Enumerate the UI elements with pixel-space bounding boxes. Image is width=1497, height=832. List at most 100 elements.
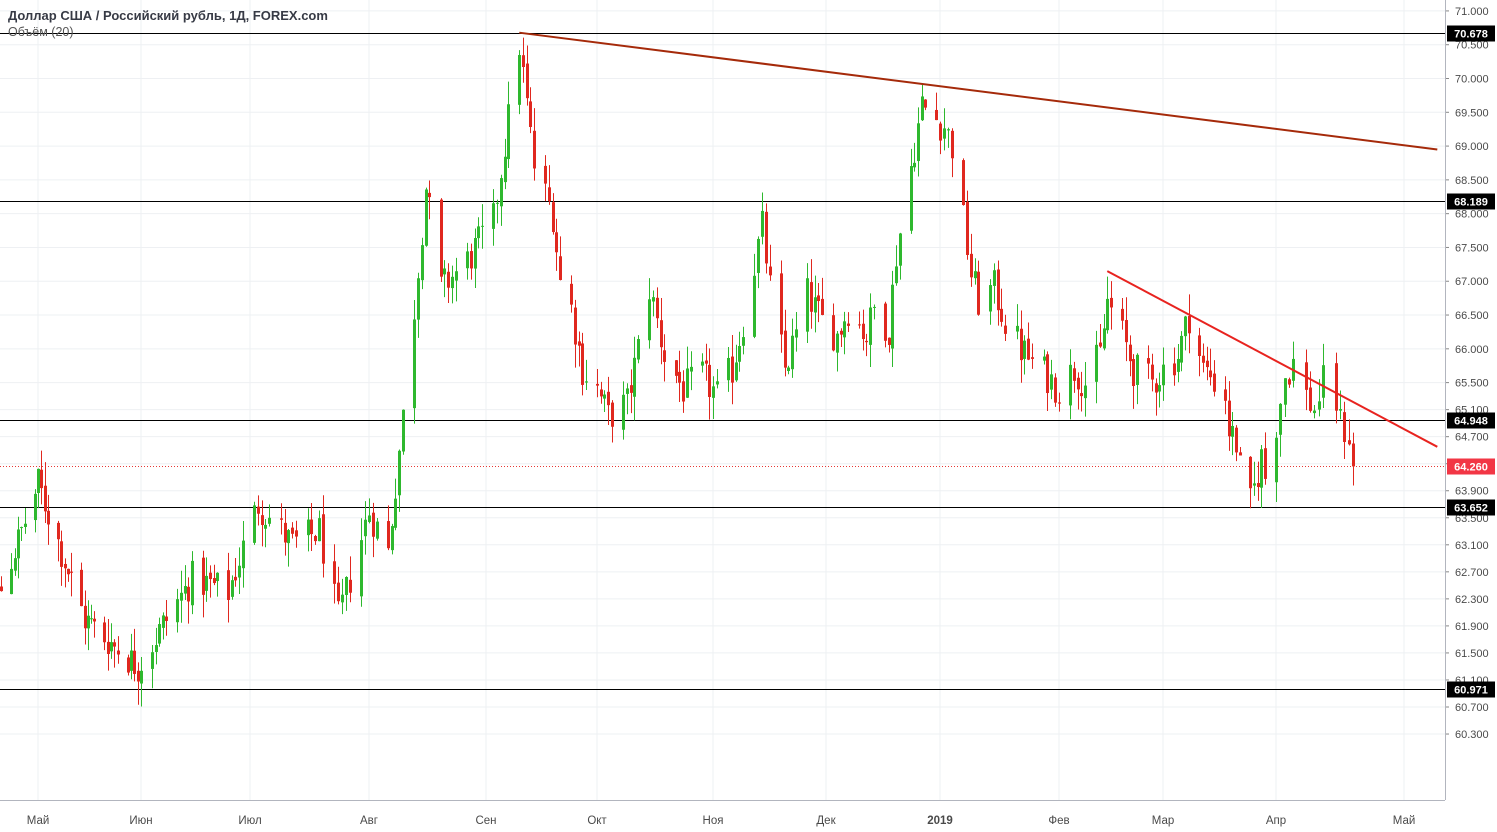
- candle-body: [0, 586, 3, 592]
- candle-body: [675, 360, 678, 376]
- y-tick-label: 67.000: [1455, 276, 1489, 288]
- candle-body: [341, 594, 344, 603]
- candle-body: [1016, 325, 1019, 332]
- candle-body: [626, 388, 629, 394]
- candle-body: [264, 524, 267, 529]
- candle-body: [791, 335, 794, 370]
- candle-body: [216, 572, 219, 582]
- candle-body: [268, 517, 271, 524]
- candle-body: [234, 576, 237, 581]
- candle-body: [836, 333, 839, 353]
- candle-body: [261, 515, 264, 526]
- candle-body: [888, 337, 891, 345]
- candle-body: [1073, 368, 1076, 381]
- x-tick-label: Фев: [1048, 815, 1069, 827]
- x-tick-label: Апр: [1266, 815, 1286, 827]
- candle-body: [989, 285, 992, 312]
- candle-body: [977, 271, 980, 315]
- candle-body: [1239, 452, 1242, 456]
- candle-body: [817, 295, 820, 302]
- candle-body: [1099, 342, 1102, 347]
- y-tick-label: 61.900: [1455, 621, 1489, 633]
- plot-area: [0, 0, 1445, 800]
- candle-body: [337, 582, 340, 602]
- candle-body: [947, 129, 950, 131]
- candle-body: [648, 299, 651, 341]
- candle-body: [682, 381, 685, 402]
- candle-body: [765, 211, 768, 264]
- x-tick-label: Мар: [1152, 815, 1175, 827]
- horizontal-levels[interactable]: [0, 33, 1445, 690]
- candle-body: [1125, 320, 1128, 343]
- candle-body: [84, 605, 87, 629]
- time-axis[interactable]: Май Июн Июл Авг Сен Окт Ноя Дек 2019 Фев Мар Апр Май: [0, 800, 1445, 828]
- candle-body: [253, 505, 256, 543]
- candle-body: [787, 367, 790, 372]
- y-tick-label: 63.900: [1455, 486, 1489, 498]
- y-tick-label: 60.300: [1455, 729, 1489, 741]
- candle-body: [753, 275, 756, 337]
- candles: [0, 37, 1355, 707]
- candle-body: [742, 337, 745, 346]
- candle-body: [924, 99, 927, 108]
- candle-body: [1198, 335, 1201, 357]
- candle-body: [806, 278, 809, 332]
- candle-body: [1020, 328, 1023, 361]
- candle-body: [37, 468, 40, 493]
- candle-body: [158, 624, 161, 644]
- candle-body: [559, 256, 562, 280]
- candle-body: [731, 356, 734, 383]
- candle-body: [1180, 335, 1183, 363]
- price-axis[interactable]: 71.000 70.500 70.000 69.500 69.000 68.500 68.0…: [1445, 0, 1489, 800]
- candle-body: [1249, 456, 1252, 489]
- x-tick-label: Сен: [475, 815, 496, 827]
- level-label-bg: [1447, 193, 1495, 210]
- y-tick-label: 64.700: [1455, 432, 1489, 444]
- candle-body: [1206, 360, 1209, 368]
- chart-legend: Доллар США / Российский рубль, 1Д, FOREX…: [8, 7, 328, 41]
- candle-body: [1106, 298, 1109, 331]
- candle-body: [832, 315, 835, 351]
- candle-body: [1129, 344, 1132, 362]
- candle-body: [67, 568, 70, 575]
- candle-body: [417, 278, 420, 320]
- candle-body: [570, 283, 573, 305]
- candle-body: [1155, 383, 1158, 393]
- resistance-trendline: [519, 31, 1438, 151]
- candle-body: [761, 210, 764, 237]
- candle-body: [504, 156, 507, 183]
- candle-body: [398, 450, 401, 496]
- candle-body: [1023, 340, 1026, 359]
- candle-body: [1339, 409, 1342, 411]
- candle-body: [140, 670, 143, 684]
- candle-body: [810, 282, 813, 312]
- candle-body: [858, 324, 861, 326]
- candle-body: [20, 527, 23, 529]
- candle-body: [113, 642, 116, 647]
- candle-body: [637, 339, 640, 360]
- candle-body: [496, 202, 499, 204]
- candle-body: [428, 192, 431, 198]
- candle-body: [440, 199, 443, 277]
- x-tick-label: Окт: [587, 815, 607, 827]
- level-label: 70.678: [1454, 29, 1488, 41]
- trendlines[interactable]: [519, 31, 1438, 448]
- candle-body: [413, 319, 416, 409]
- candle-body: [862, 323, 865, 340]
- candle-body: [474, 238, 477, 269]
- candle-body: [993, 270, 996, 286]
- candle-body: [1058, 402, 1061, 404]
- candle-body: [280, 518, 283, 520]
- candle-body: [1335, 363, 1338, 411]
- candle-body: [425, 189, 428, 246]
- candle-body: [951, 130, 954, 159]
- candle-body: [500, 178, 503, 207]
- candle-body: [1121, 308, 1124, 321]
- candle-body: [117, 650, 120, 655]
- candle-body: [1228, 400, 1231, 437]
- candle-body: [652, 297, 655, 302]
- candle-body: [372, 512, 375, 537]
- level-label-bg: [1447, 412, 1495, 429]
- candle-body: [716, 381, 719, 385]
